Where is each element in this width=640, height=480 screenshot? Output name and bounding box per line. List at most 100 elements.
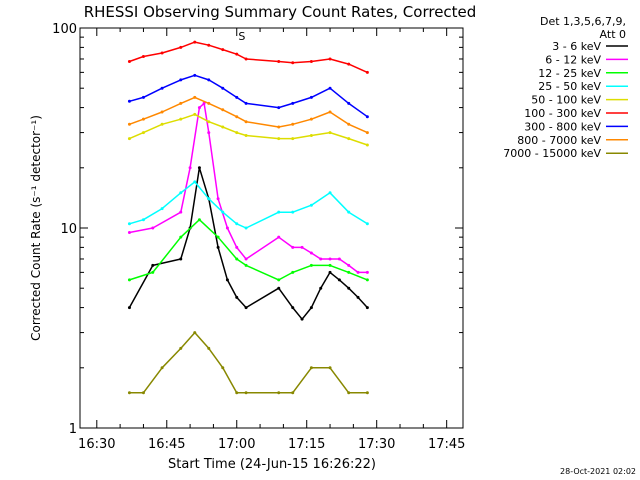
data-point bbox=[179, 346, 183, 350]
legend-label-7: 300 - 800 keV bbox=[524, 120, 601, 133]
data-point bbox=[193, 40, 197, 44]
data-point bbox=[193, 95, 197, 99]
data-point bbox=[188, 166, 192, 170]
data-point bbox=[277, 391, 281, 395]
data-point bbox=[347, 101, 351, 105]
data-point bbox=[127, 306, 131, 310]
data-point bbox=[151, 263, 155, 267]
data-point bbox=[365, 70, 369, 74]
data-point bbox=[356, 270, 360, 274]
data-point bbox=[179, 45, 183, 49]
data-point bbox=[244, 257, 248, 261]
data-point bbox=[127, 59, 131, 63]
y-axis-label: Corrected Count Rate (s⁻¹ detector⁻¹) bbox=[29, 115, 43, 341]
legend-header-2: Att 0 bbox=[600, 28, 626, 41]
data-point bbox=[160, 366, 164, 370]
data-point bbox=[328, 263, 332, 267]
legend-label-2: 6 - 12 keV bbox=[545, 53, 601, 66]
x-tick-label: 17:15 bbox=[288, 437, 325, 452]
data-point bbox=[127, 278, 131, 282]
data-point bbox=[193, 180, 197, 184]
data-point bbox=[277, 106, 281, 110]
data-point bbox=[207, 43, 211, 47]
data-point bbox=[235, 222, 239, 226]
series-line-6 bbox=[129, 41, 368, 74]
data-point bbox=[207, 101, 211, 105]
x-tick-label: 17:30 bbox=[358, 437, 395, 452]
data-point bbox=[127, 122, 131, 126]
data-point bbox=[202, 101, 206, 105]
legend-label-5: 50 - 100 keV bbox=[531, 94, 601, 107]
data-point bbox=[300, 317, 304, 321]
data-point bbox=[328, 57, 332, 61]
x-tick-label: 17:45 bbox=[428, 437, 465, 452]
data-point bbox=[244, 391, 248, 395]
data-point bbox=[277, 235, 281, 239]
data-point bbox=[193, 331, 197, 335]
data-point bbox=[193, 73, 197, 77]
data-point bbox=[197, 218, 201, 222]
data-point bbox=[235, 391, 239, 395]
data-point bbox=[347, 270, 351, 274]
data-point bbox=[365, 270, 369, 274]
series-line-8 bbox=[129, 96, 368, 134]
data-point bbox=[225, 278, 229, 282]
data-point bbox=[151, 270, 155, 274]
legend-label-9: 7000 - 15000 keV bbox=[503, 147, 601, 160]
data-point bbox=[207, 120, 211, 124]
data-point bbox=[179, 210, 183, 214]
data-point bbox=[347, 62, 351, 66]
x-tick-label: 17:00 bbox=[218, 437, 255, 452]
data-point bbox=[291, 122, 295, 126]
data-point bbox=[207, 197, 211, 201]
data-point bbox=[141, 95, 145, 99]
data-point bbox=[244, 263, 248, 267]
data-point bbox=[356, 295, 360, 299]
y-tick-label: 1 bbox=[69, 422, 77, 437]
data-point bbox=[216, 197, 220, 201]
data-point bbox=[207, 78, 211, 82]
data-point bbox=[221, 108, 225, 112]
data-point bbox=[141, 55, 145, 59]
data-point bbox=[347, 210, 351, 214]
data-point bbox=[365, 222, 369, 226]
data-point bbox=[291, 210, 295, 214]
x-tick-label: 16:45 bbox=[148, 437, 185, 452]
data-point bbox=[328, 270, 332, 274]
data-point bbox=[179, 78, 183, 82]
data-point bbox=[291, 391, 295, 395]
data-point bbox=[127, 391, 131, 395]
data-point bbox=[277, 59, 281, 63]
data-point bbox=[328, 366, 332, 370]
data-point bbox=[319, 257, 323, 261]
data-point bbox=[160, 51, 164, 55]
data-point bbox=[235, 95, 239, 99]
data-point bbox=[277, 278, 281, 282]
data-point bbox=[365, 143, 369, 147]
x-tick-label: 16:30 bbox=[78, 437, 115, 452]
data-point bbox=[328, 86, 332, 90]
data-point bbox=[141, 391, 145, 395]
data-point bbox=[141, 131, 145, 135]
plot-frame bbox=[79, 27, 464, 429]
data-point bbox=[309, 203, 313, 207]
data-point bbox=[160, 122, 164, 126]
data-point bbox=[337, 278, 341, 282]
data-point bbox=[319, 286, 323, 290]
x-axis-label: Start Time (24-Jun-15 16:26:22) bbox=[168, 457, 376, 472]
data-point bbox=[127, 137, 131, 141]
data-point bbox=[291, 270, 295, 274]
series-line-3 bbox=[129, 218, 368, 281]
data-point bbox=[160, 86, 164, 90]
data-point bbox=[347, 137, 351, 141]
series-line-2 bbox=[129, 102, 368, 274]
data-point bbox=[309, 134, 313, 138]
data-point bbox=[197, 106, 201, 110]
legend-label-4: 25 - 50 keV bbox=[538, 80, 601, 93]
data-point bbox=[309, 263, 313, 267]
data-point bbox=[141, 117, 145, 121]
data-point bbox=[179, 235, 183, 239]
data-point bbox=[244, 306, 248, 310]
data-point bbox=[221, 86, 225, 90]
